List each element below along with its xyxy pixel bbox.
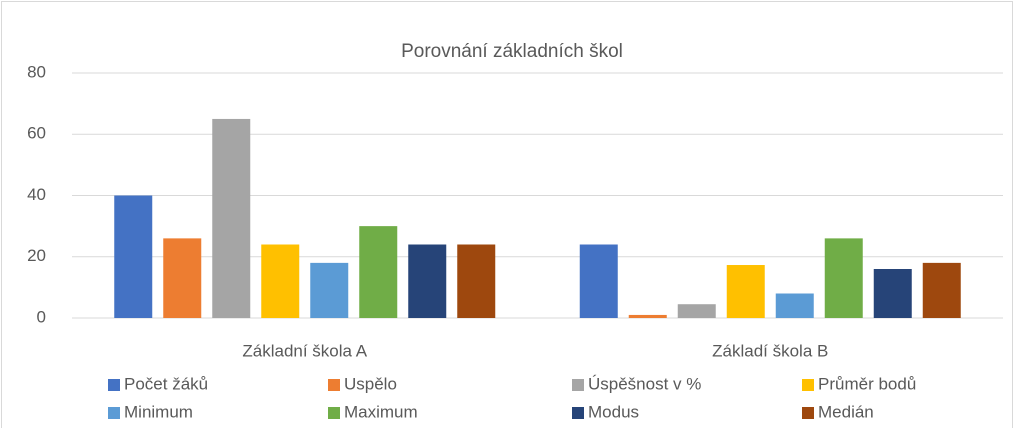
legend-label: Medián [818, 402, 874, 421]
legend-swatch [572, 379, 584, 391]
bar [726, 265, 765, 318]
legend-label: Průměr bodů [818, 374, 916, 393]
bar [775, 293, 814, 318]
bar [457, 244, 496, 318]
legend-swatch [802, 407, 814, 419]
bar [310, 262, 349, 318]
bar [922, 262, 961, 318]
legend-label: Počet žáků [124, 374, 208, 393]
bar [261, 244, 300, 318]
legend-label: Uspělo [344, 374, 397, 393]
chart-title: Porovnání základních škol [401, 41, 623, 62]
legend-swatch [802, 379, 814, 391]
legend-swatch [328, 379, 340, 391]
legend-swatch [572, 407, 584, 419]
bar [359, 226, 398, 318]
y-tick-label: 80 [27, 62, 46, 81]
legend-label: Úspěšnost v % [588, 374, 701, 393]
y-tick-label: 0 [37, 307, 46, 326]
legend-swatch [328, 407, 340, 419]
bar [114, 195, 153, 318]
bar [628, 314, 667, 318]
legend-label: Maximum [344, 402, 418, 421]
bar [873, 269, 912, 318]
y-tick-label: 20 [27, 246, 46, 265]
bar [408, 244, 447, 318]
legend-swatch [108, 379, 120, 391]
bar [579, 244, 618, 318]
legend-label: Minimum [124, 402, 193, 421]
bar [677, 304, 716, 318]
bar [163, 238, 202, 318]
legend-swatch [108, 407, 120, 419]
legend-label: Modus [588, 402, 639, 421]
bar [212, 118, 251, 318]
x-tick-label: Základní škola A [242, 341, 367, 360]
x-tick-label: Základí škola B [712, 341, 828, 360]
bar [824, 238, 863, 318]
y-tick-label: 40 [27, 185, 46, 204]
y-tick-label: 60 [27, 124, 46, 143]
